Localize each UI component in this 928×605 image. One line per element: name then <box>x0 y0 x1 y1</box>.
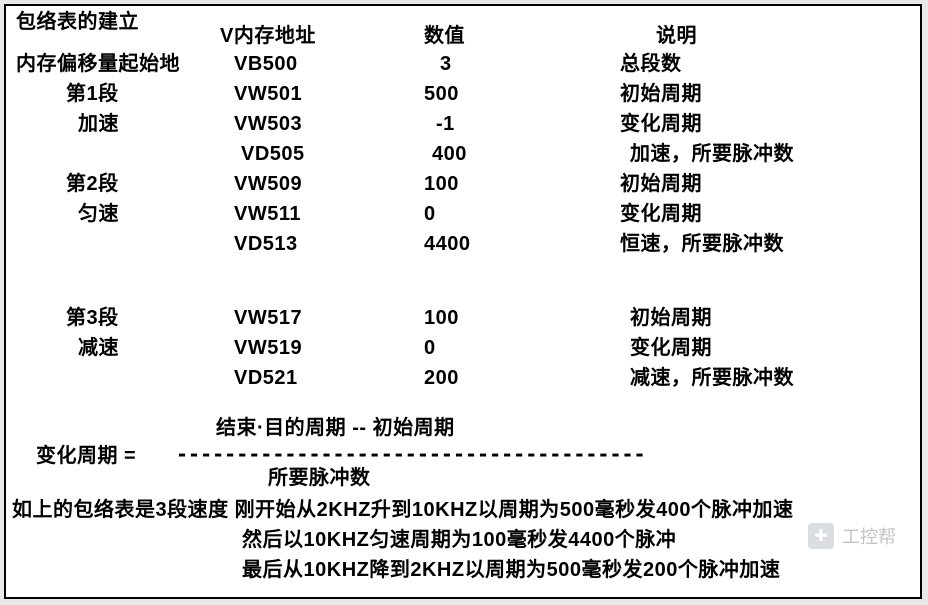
row-addr: VB500 <box>234 54 298 74</box>
row-addr: VW511 <box>234 204 301 224</box>
row-value: 500 <box>424 84 459 104</box>
row-desc: 初始周期 <box>620 174 702 194</box>
panel-title: 包络表的建立 <box>16 12 139 32</box>
formula-divider: --------------------------------------- <box>176 444 646 464</box>
row-desc: 变化周期 <box>620 204 702 224</box>
col-header-addr: V内存地址 <box>220 26 316 46</box>
row-desc: 变化周期 <box>630 338 712 358</box>
row-value: 0 <box>424 204 436 224</box>
row-addr: VW503 <box>234 114 302 134</box>
row-addr: VD505 <box>241 144 305 164</box>
row-desc: 总段数 <box>620 54 682 74</box>
row-addr: VW501 <box>234 84 302 104</box>
row-addr: VW519 <box>234 338 302 358</box>
row-label: 第1段 <box>66 84 119 104</box>
row-addr: VW517 <box>234 308 302 328</box>
row-desc: 初始周期 <box>630 308 712 328</box>
row-label: 第3段 <box>66 308 119 328</box>
watermark-icon: ✚ <box>808 523 834 549</box>
watermark: ✚ 工控帮 <box>808 523 896 549</box>
row-addr: VD521 <box>234 368 298 388</box>
row-value: 3 <box>440 54 452 74</box>
row-label: 内存偏移量起始地 <box>16 54 180 74</box>
row-desc: 恒速，所要脉冲数 <box>620 234 784 254</box>
row-value: 0 <box>424 338 436 358</box>
envelope-table-panel: 包络表的建立 V内存地址 数值 说明 内存偏移量起始地 VB500 3 总段数第1段 V… <box>4 4 922 599</box>
row-desc: 变化周期 <box>620 114 702 134</box>
row-value: 4400 <box>424 234 471 254</box>
watermark-text: 工控帮 <box>842 523 896 549</box>
formula-label: 变化周期 = <box>36 446 136 466</box>
row-value: 100 <box>424 174 459 194</box>
row-value: 100 <box>424 308 459 328</box>
summary-line-2: 然后以10KHZ匀速周期为100毫秒发4400个脉冲 <box>242 530 676 550</box>
formula-denominator: 所要脉冲数 <box>268 468 371 488</box>
col-header-value: 数值 <box>424 26 465 46</box>
col-header-desc: 说明 <box>656 26 697 46</box>
formula-numerator: 结束·目的周期 -- 初始周期 <box>216 418 455 438</box>
row-value: 200 <box>424 368 459 388</box>
row-label: 匀速 <box>78 204 119 224</box>
summary-line-1: 如上的包络表是3段速度 刚开始从2KHZ升到10KHZ以周期为500毫秒发400… <box>12 500 794 520</box>
row-label: 减速 <box>78 338 119 358</box>
row-desc: 加速，所要脉冲数 <box>630 144 794 164</box>
row-addr: VW509 <box>234 174 302 194</box>
row-label: 第2段 <box>66 174 119 194</box>
row-value: 400 <box>432 144 467 164</box>
row-desc: 减速，所要脉冲数 <box>630 368 794 388</box>
row-addr: VD513 <box>234 234 298 254</box>
row-label: 加速 <box>78 114 119 134</box>
row-value: -1 <box>436 114 455 134</box>
row-desc: 初始周期 <box>620 84 702 104</box>
summary-line-3: 最后从10KHZ降到2KHZ以周期为500毫秒发200个脉冲加速 <box>242 560 780 580</box>
